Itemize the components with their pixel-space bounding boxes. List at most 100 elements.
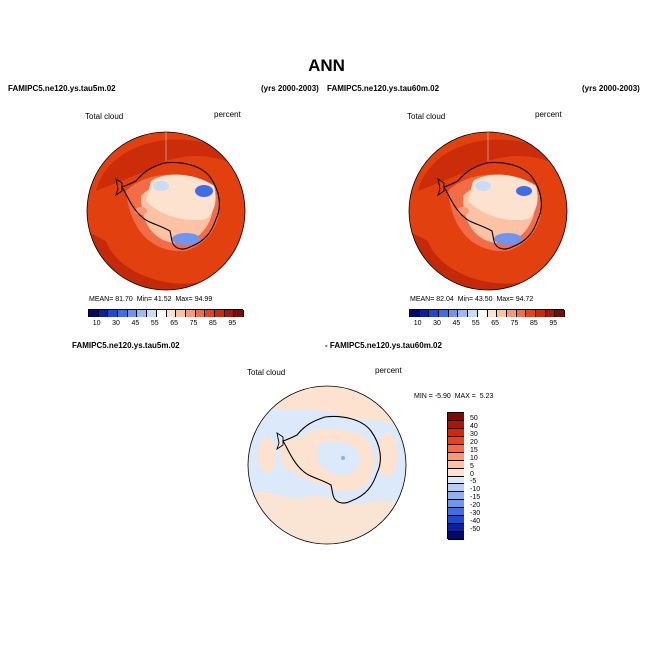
diff-case-a: FAMIPC5.ne120.ys.tau5m.02 [72, 341, 180, 350]
colorbar-swatch [448, 476, 464, 485]
right-panel-years: (yrs 2000-2003) [582, 84, 640, 93]
diff-colorbar [447, 412, 464, 540]
colorbar-swatch [448, 468, 464, 477]
colorbar-swatch [185, 310, 196, 317]
diff-max-label: MAX = [454, 393, 476, 400]
diff-stats: MIN = -5.90 MAX = 5.23 [414, 393, 493, 400]
colorbar-swatch [448, 484, 464, 493]
colorbar-tick-label: -10 [470, 486, 481, 494]
colorbar-tick-label: 15 [470, 446, 478, 454]
colorbar-swatch [545, 310, 556, 317]
right-stats: MEAN= 82.04 Min= 43.50 Max= 94.72 [410, 296, 533, 303]
colorbar-swatch [458, 310, 469, 317]
colorbar-swatch [118, 310, 128, 317]
colorbar-swatch [468, 310, 478, 317]
colorbar-swatch [448, 532, 464, 540]
left-max-label: Max= [175, 296, 193, 303]
colorbar-tick-label: 95 [228, 320, 237, 327]
colorbar-swatch [506, 310, 517, 317]
colorbar-tick-label: -40 [470, 518, 481, 526]
colorbar-tick-label: 5 [470, 462, 474, 470]
left-polar-map [86, 131, 246, 291]
colorbar-tick-label: 10 [92, 320, 101, 327]
diff-min-value: -5.90 [434, 393, 451, 400]
colorbar-swatch [448, 508, 464, 517]
colorbar-swatch [205, 310, 215, 317]
colorbar-tick-label: 30 [470, 430, 478, 438]
colorbar-swatch [477, 310, 488, 317]
colorbar-swatch [234, 310, 244, 317]
colorbar-tick-label: 85 [208, 320, 217, 327]
colorbar-tick-label: 30 [433, 320, 441, 327]
colorbar-swatch [448, 413, 464, 421]
colorbar-swatch [448, 310, 459, 317]
right-min-value: 43.50 [475, 296, 493, 303]
colorbar-swatch [448, 524, 464, 533]
colorbar-swatch [448, 500, 464, 509]
colorbar-swatch [487, 310, 498, 317]
colorbar-tick-label: 10 [413, 320, 422, 327]
colorbar-swatch [448, 460, 464, 469]
colorbar-swatch [448, 420, 464, 429]
colorbar-swatch [497, 310, 507, 317]
colorbar-tick-label: 65 [170, 320, 178, 327]
left-colorbar-ticks: 10 30 45 55 65 75 85 95 [88, 320, 243, 330]
colorbar-swatch [137, 310, 148, 317]
right-units-label: percent [535, 110, 562, 119]
colorbar-tick-label: 50 [470, 414, 478, 422]
right-max-label: Max= [496, 296, 514, 303]
diff-colorbar-ticks: 50 40 30 20 15 10 5 0 -5 -10 -15 -20 -30 -40 -50 [470, 412, 500, 539]
colorbar-tick-label: 85 [529, 320, 538, 327]
colorbar-swatch [214, 310, 225, 317]
right-polar-map [408, 131, 568, 291]
left-variable-label: Total cloud [85, 112, 124, 121]
left-stats: MEAN= 81.70 Min= 41.52 Max= 94.99 [89, 296, 212, 303]
left-mean-value: 81.70 [115, 296, 133, 303]
diff-variable-label: Total cloud [247, 368, 286, 377]
colorbar-tick-label: 10 [470, 454, 478, 462]
colorbar-tick-label: 75 [510, 320, 519, 327]
colorbar-swatch [448, 516, 464, 525]
diff-min-label: MIN = [414, 393, 433, 400]
colorbar-swatch [535, 310, 546, 317]
colorbar-swatch [410, 310, 420, 317]
colorbar-swatch [89, 310, 99, 317]
colorbar-swatch [176, 310, 186, 317]
right-min-label: Min= [457, 296, 474, 303]
right-mean-label: MEAN= [410, 296, 435, 303]
colorbar-swatch [166, 310, 177, 317]
colorbar-swatch [108, 310, 119, 317]
left-units-label: percent [214, 110, 241, 119]
colorbar-tick-label: 40 [470, 422, 478, 430]
left-max-value: 94.99 [194, 296, 213, 303]
colorbar-swatch [224, 310, 235, 317]
colorbar-tick-label: -15 [470, 494, 481, 502]
colorbar-swatch [448, 436, 464, 445]
colorbar-swatch [195, 310, 206, 317]
right-colorbar [409, 309, 565, 317]
right-variable-label: Total cloud [407, 112, 446, 121]
colorbar-swatch [526, 310, 536, 317]
right-colorbar-ticks: 10 30 45 55 65 75 85 95 [409, 320, 564, 330]
page-title: ANN [308, 56, 345, 75]
colorbar-swatch [156, 310, 167, 317]
colorbar-tick-label: -30 [470, 510, 481, 518]
colorbar-tick-label: -5 [470, 478, 477, 486]
colorbar-swatch [127, 310, 138, 317]
diff-polar-map [247, 385, 407, 545]
colorbar-tick-label: -50 [470, 526, 481, 534]
colorbar-tick-label: 30 [112, 320, 120, 327]
left-panel-case: FAMIPC5.ne120.ys.tau5m.02 [8, 84, 116, 93]
colorbar-tick-label: -20 [470, 502, 481, 510]
colorbar-tick-label: 55 [471, 320, 480, 327]
colorbar-swatch [429, 310, 440, 317]
right-panel-case: FAMIPC5.ne120.ys.tau60m.02 [327, 84, 440, 93]
colorbar-swatch [448, 428, 464, 437]
diff-max-value: 5.23 [479, 393, 494, 400]
left-colorbar [88, 309, 244, 317]
colorbar-swatch [147, 310, 157, 317]
left-mean-label: MEAN= [89, 296, 114, 303]
colorbar-swatch [98, 310, 109, 317]
colorbar-swatch [439, 310, 449, 317]
colorbar-tick-label: 55 [150, 320, 159, 327]
